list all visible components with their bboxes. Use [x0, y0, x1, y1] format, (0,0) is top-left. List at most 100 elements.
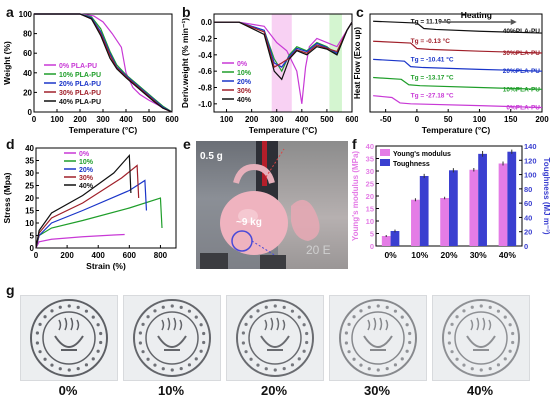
- seal-glyph-mark: [462, 309, 466, 313]
- seal-glyph-mark: [408, 340, 412, 345]
- x-tick-label-b-400: 400: [295, 115, 309, 124]
- chart-d-stress-strain: 0 200 400 600 800 0 5 10 15 20 25 30 35 40 Strain (%) S…: [2, 144, 177, 271]
- seal-glyph-mark: [479, 304, 483, 308]
- legend-label-a-4: 40% PLA-PU: [59, 99, 101, 106]
- logo-label-10: 10%: [157, 383, 185, 398]
- seal-glyph-mark: [359, 309, 363, 313]
- seal-glyph-mark: [511, 340, 515, 345]
- series-line-a-2: [34, 13, 173, 113]
- x-tick-label-b-100: 100: [220, 115, 234, 124]
- legend-label-d-0: 0%: [79, 151, 90, 158]
- seal-glyph-mark: [35, 331, 39, 335]
- university-seal-30: [339, 299, 417, 377]
- x-tick-label-f-1: 10%: [411, 250, 428, 260]
- seal-glyph-mark: [187, 309, 192, 313]
- y-tick-label-a-80: 80: [23, 30, 32, 39]
- logo-tile-20: [226, 295, 324, 381]
- seal-glyph-mark: [99, 331, 103, 336]
- seal-glyph-mark: [376, 368, 380, 372]
- x-tick-label-b-600: 600: [345, 115, 358, 124]
- seal-glyph-mark: [138, 331, 142, 335]
- seal-inner-ring: [145, 311, 199, 365]
- seal-glyph-mark: [153, 309, 157, 313]
- y-tick-label-f-right-140: 140: [524, 142, 537, 151]
- x-tick-label-d-0: 0: [34, 251, 39, 260]
- seal-glyph-mark: [161, 367, 165, 371]
- seal-glyph-mark: [400, 357, 404, 361]
- seal-glyph-mark: [359, 363, 363, 367]
- tg-label-c-4: Tg = -27.18 °C: [411, 92, 454, 100]
- y-axis-label-b: Deriv.weight (% min⁻¹): [180, 18, 190, 108]
- x-tick-label-c-200: 200: [535, 115, 549, 124]
- x-tick-label-d-200: 200: [60, 251, 74, 260]
- seal-glyph-mark: [38, 322, 42, 326]
- panel-letter-g: g: [6, 282, 15, 298]
- logo-tile-0: [20, 295, 118, 381]
- seal-glyph-mark: [385, 305, 389, 309]
- seal-glyph-mark: [479, 368, 483, 372]
- seal-glyph-mark: [352, 315, 356, 319]
- seal-vessel: [363, 335, 393, 348]
- legend-label-d-2: 20%: [79, 167, 94, 174]
- y-tick-label-b--0.2: -0.2: [198, 35, 212, 44]
- seal-glyph-mark: [447, 331, 451, 335]
- series-label-c-2: 20%PLA-PU: [503, 68, 541, 75]
- y-tick-label-d-15: 15: [25, 207, 34, 216]
- legend-swatch-f-young: [380, 149, 390, 156]
- tg-label-c-0: Tg = 11.19 °C: [411, 17, 452, 25]
- seal-waves: [367, 317, 389, 331]
- university-seal-10: [133, 299, 211, 377]
- seal-glyph-mark: [290, 363, 295, 367]
- legend-label-a-2: 20% PLA-PU: [59, 81, 101, 88]
- logo-transparency-row: 0% 10% 20% 30% 40%: [5, 283, 545, 401]
- seal-glyph-mark: [447, 341, 451, 345]
- seal-glyph-mark: [58, 367, 62, 371]
- series-label-c-3: 10%PLA-PU: [503, 86, 541, 93]
- seal-glyph-mark: [511, 331, 515, 336]
- seal-inner-ring: [248, 311, 302, 365]
- x-axis-label-b: Temperature (°C): [249, 125, 318, 135]
- seal-glyph-mark: [508, 349, 512, 353]
- series-line-b-4: [214, 21, 353, 81]
- seal-glyph-mark: [405, 349, 409, 353]
- seal-vessel: [157, 335, 187, 348]
- seal-glyph-mark: [508, 323, 512, 327]
- bar-toughness-0: [390, 231, 400, 246]
- x-tick-label-a-200: 200: [73, 115, 87, 124]
- y-tick-label-d-0: 0: [30, 244, 35, 253]
- seal-glyph-mark: [305, 340, 309, 345]
- tg-label-c-3: Tg = -13.17 °C: [411, 74, 454, 82]
- y-tick-label-f-left-40: 40: [366, 142, 374, 151]
- seal-glyph-mark: [297, 357, 301, 361]
- series-line-c-3: [373, 76, 543, 90]
- seal-glyph-mark: [344, 341, 348, 345]
- seal-glyph-mark: [450, 322, 454, 326]
- bar-young-2: [440, 198, 449, 246]
- seal-inner-ring: [454, 311, 508, 365]
- seal-glyph-mark: [50, 363, 54, 367]
- legend-label-b-1: 10%: [237, 70, 252, 77]
- seal-glyph-mark: [496, 309, 501, 313]
- x-tick-label-f-2: 20%: [440, 250, 457, 260]
- legend-label-b-3: 30%: [237, 88, 252, 95]
- logo-label-20: 20%: [260, 383, 288, 398]
- seal-outer-ring: [236, 299, 314, 377]
- axes-b-frame: [213, 13, 353, 113]
- seal-glyph-mark: [352, 357, 356, 361]
- seal-glyph-mark: [367, 305, 371, 309]
- series-label-c-0: 40%PLA-PU: [503, 28, 541, 35]
- heating-arrowhead: [510, 19, 517, 25]
- seal-glyph-mark: [264, 305, 268, 309]
- seal-glyph-mark: [470, 367, 474, 371]
- logo-tile-30: [329, 295, 427, 381]
- chart-b-dtg: 100 200 300 400 500 600 0.0 -0.2 -0.4 -0.6 -0.8 -1.…: [180, 13, 358, 135]
- seal-graphic-0: [30, 299, 108, 377]
- x-tick-label-c-50: 50: [444, 115, 453, 124]
- seal-glyph-mark: [146, 315, 150, 319]
- y-tick-label-b--0.4: -0.4: [198, 51, 212, 60]
- seal-glyph-mark: [76, 367, 80, 371]
- y-tick-label-f-right-0: 0: [524, 242, 528, 251]
- seal-glyph-mark: [141, 350, 145, 354]
- y-tick-label-d-10: 10: [25, 219, 34, 228]
- panel-letter-a: a: [6, 4, 14, 20]
